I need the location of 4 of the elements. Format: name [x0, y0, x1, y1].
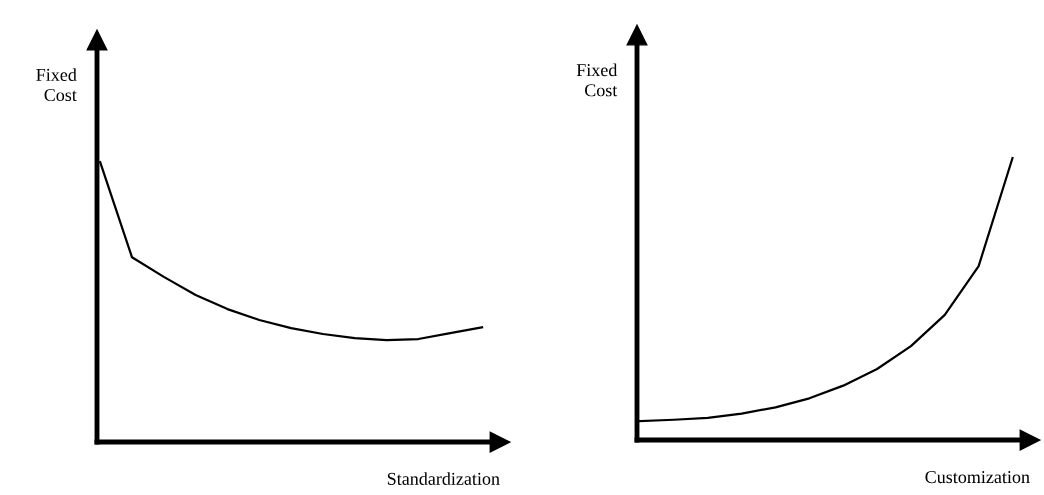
y-axis-title: Fixed Cost: [576, 63, 618, 97]
x-axis-title: Customization: [925, 471, 1030, 484]
y-axis-title: Fixed Cost: [36, 68, 77, 102]
x-axis-title: Standardization: [387, 472, 500, 485]
